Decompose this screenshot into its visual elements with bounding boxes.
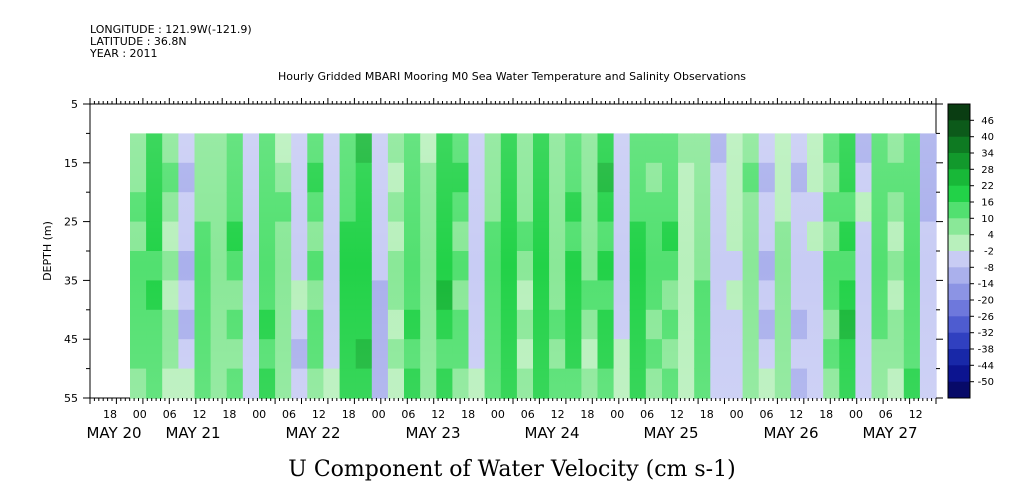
colorbar-swatch	[948, 332, 970, 350]
colorbar-label: 46	[981, 116, 994, 127]
x-hour-label: 00	[372, 408, 386, 421]
x-hour-label: 00	[252, 408, 266, 421]
colorbar-swatch	[948, 234, 970, 252]
x-hour-label: 12	[551, 408, 565, 421]
colorbar-swatch	[948, 185, 970, 203]
x-hour-label: 06	[282, 408, 296, 421]
colorbar-label: -8	[984, 263, 994, 274]
colorbar-label: -14	[978, 279, 994, 290]
x-hour-label: 06	[879, 408, 893, 421]
x-date-label: MAY 25	[643, 424, 698, 442]
x-hour-label: 12	[909, 408, 923, 421]
colorbar-label: -26	[978, 312, 994, 323]
x-hour-label: 06	[401, 408, 415, 421]
x-hour-label: 18	[342, 408, 356, 421]
colorbar-swatch	[948, 349, 970, 366]
colorbar-label: 22	[981, 181, 994, 192]
y-tick-label: 15	[64, 157, 78, 170]
colorbar-swatch	[948, 120, 970, 138]
x-date-label: MAY 22	[285, 424, 340, 442]
x-hour-label: 12	[312, 408, 326, 421]
longitude-label: LONGITUDE : 121.9W(-121.9)	[90, 23, 252, 36]
y-tick-label: 55	[64, 392, 78, 405]
colorbar-label: -32	[978, 328, 994, 339]
colorbar-swatch	[948, 267, 970, 285]
x-hour-label: 12	[670, 408, 684, 421]
x-hour-label: 12	[431, 408, 445, 421]
colorbar-label: 16	[981, 198, 994, 209]
x-date-label: MAY 24	[524, 424, 579, 442]
x-hour-label: 18	[103, 408, 117, 421]
heatmap-shading	[130, 133, 936, 398]
x-hour-label: 18	[461, 408, 475, 421]
x-hour-label: 12	[789, 408, 803, 421]
x-hour-label: 00	[610, 408, 624, 421]
colorbar-label: 10	[981, 214, 994, 225]
x-date-label: MAY 26	[763, 424, 818, 442]
x-hour-label: 18	[819, 408, 833, 421]
latitude-label: LATITUDE : 36.8N	[90, 35, 187, 48]
colorbar-swatch	[948, 202, 970, 219]
x-hour-label: 18	[580, 408, 594, 421]
y-axis-label: DEPTH (m)	[41, 221, 54, 281]
x-hour-label: 00	[730, 408, 744, 421]
colorbar-swatch	[948, 153, 970, 170]
x-hour-label: 18	[700, 408, 714, 421]
x-hour-label: 00	[491, 408, 505, 421]
y-tick-label: 5	[71, 98, 78, 111]
chart-title: Hourly Gridded MBARI Mooring M0 Sea Wate…	[278, 70, 746, 83]
colorbar-label: 40	[981, 132, 994, 143]
x-axis-label: U Component of Water Velocity (cm s-1)	[288, 457, 735, 482]
colorbar-label: -38	[978, 345, 994, 356]
year-label: YEAR : 2011	[90, 47, 158, 60]
colorbar-swatch	[948, 300, 970, 317]
colorbar-swatch	[948, 316, 970, 334]
x-hour-label: 00	[849, 408, 863, 421]
colorbar-swatch	[948, 218, 970, 236]
y-axis-ticks: 5 15 25 35 45 55	[64, 98, 943, 405]
y-tick-label: 35	[64, 274, 78, 287]
colorbar-label: -20	[978, 296, 994, 307]
y-tick-label: 45	[64, 333, 78, 346]
colorbar-label: 34	[981, 149, 994, 160]
x-axis-ticks: 18 00 06 12 18 00 06 12 18 00 06 12 18 00 06 12 18 00 06 12…	[86, 408, 922, 442]
x-hour-label: 18	[222, 408, 236, 421]
colorbar-label: 4	[988, 230, 994, 241]
x-date-label: MAY 20	[86, 424, 141, 442]
x-date-label: MAY 21	[165, 424, 220, 442]
x-hour-label: 06	[640, 408, 654, 421]
colorbar-swatch	[948, 169, 970, 187]
colorbar-label: 28	[981, 165, 994, 176]
colorbar-swatch	[948, 381, 970, 399]
colorbar-label: -44	[978, 361, 994, 372]
y-tick-label: 25	[64, 216, 78, 229]
colorbar-label: -50	[978, 377, 994, 388]
colorbar-swatch	[948, 365, 970, 383]
x-hour-label: 12	[193, 408, 207, 421]
x-date-label: MAY 23	[405, 424, 460, 442]
axes	[89, 98, 937, 404]
colorbar-swatch	[948, 136, 970, 154]
x-hour-label: 06	[163, 408, 177, 421]
x-date-label: MAY 27	[862, 424, 917, 442]
colorbar-label: -2	[984, 247, 994, 258]
x-hour-label: 06	[760, 408, 774, 421]
colorbar-swatch	[948, 104, 970, 121]
colorbar: 46 40 34 28 22 16 10 4 -2 -8 -14 -20 -26 -32 -38 -44 -50	[947, 103, 994, 399]
x-hour-label: 00	[133, 408, 147, 421]
colorbar-swatch	[948, 251, 970, 268]
x-hour-label: 06	[521, 408, 535, 421]
colorbar-swatch	[948, 283, 970, 301]
